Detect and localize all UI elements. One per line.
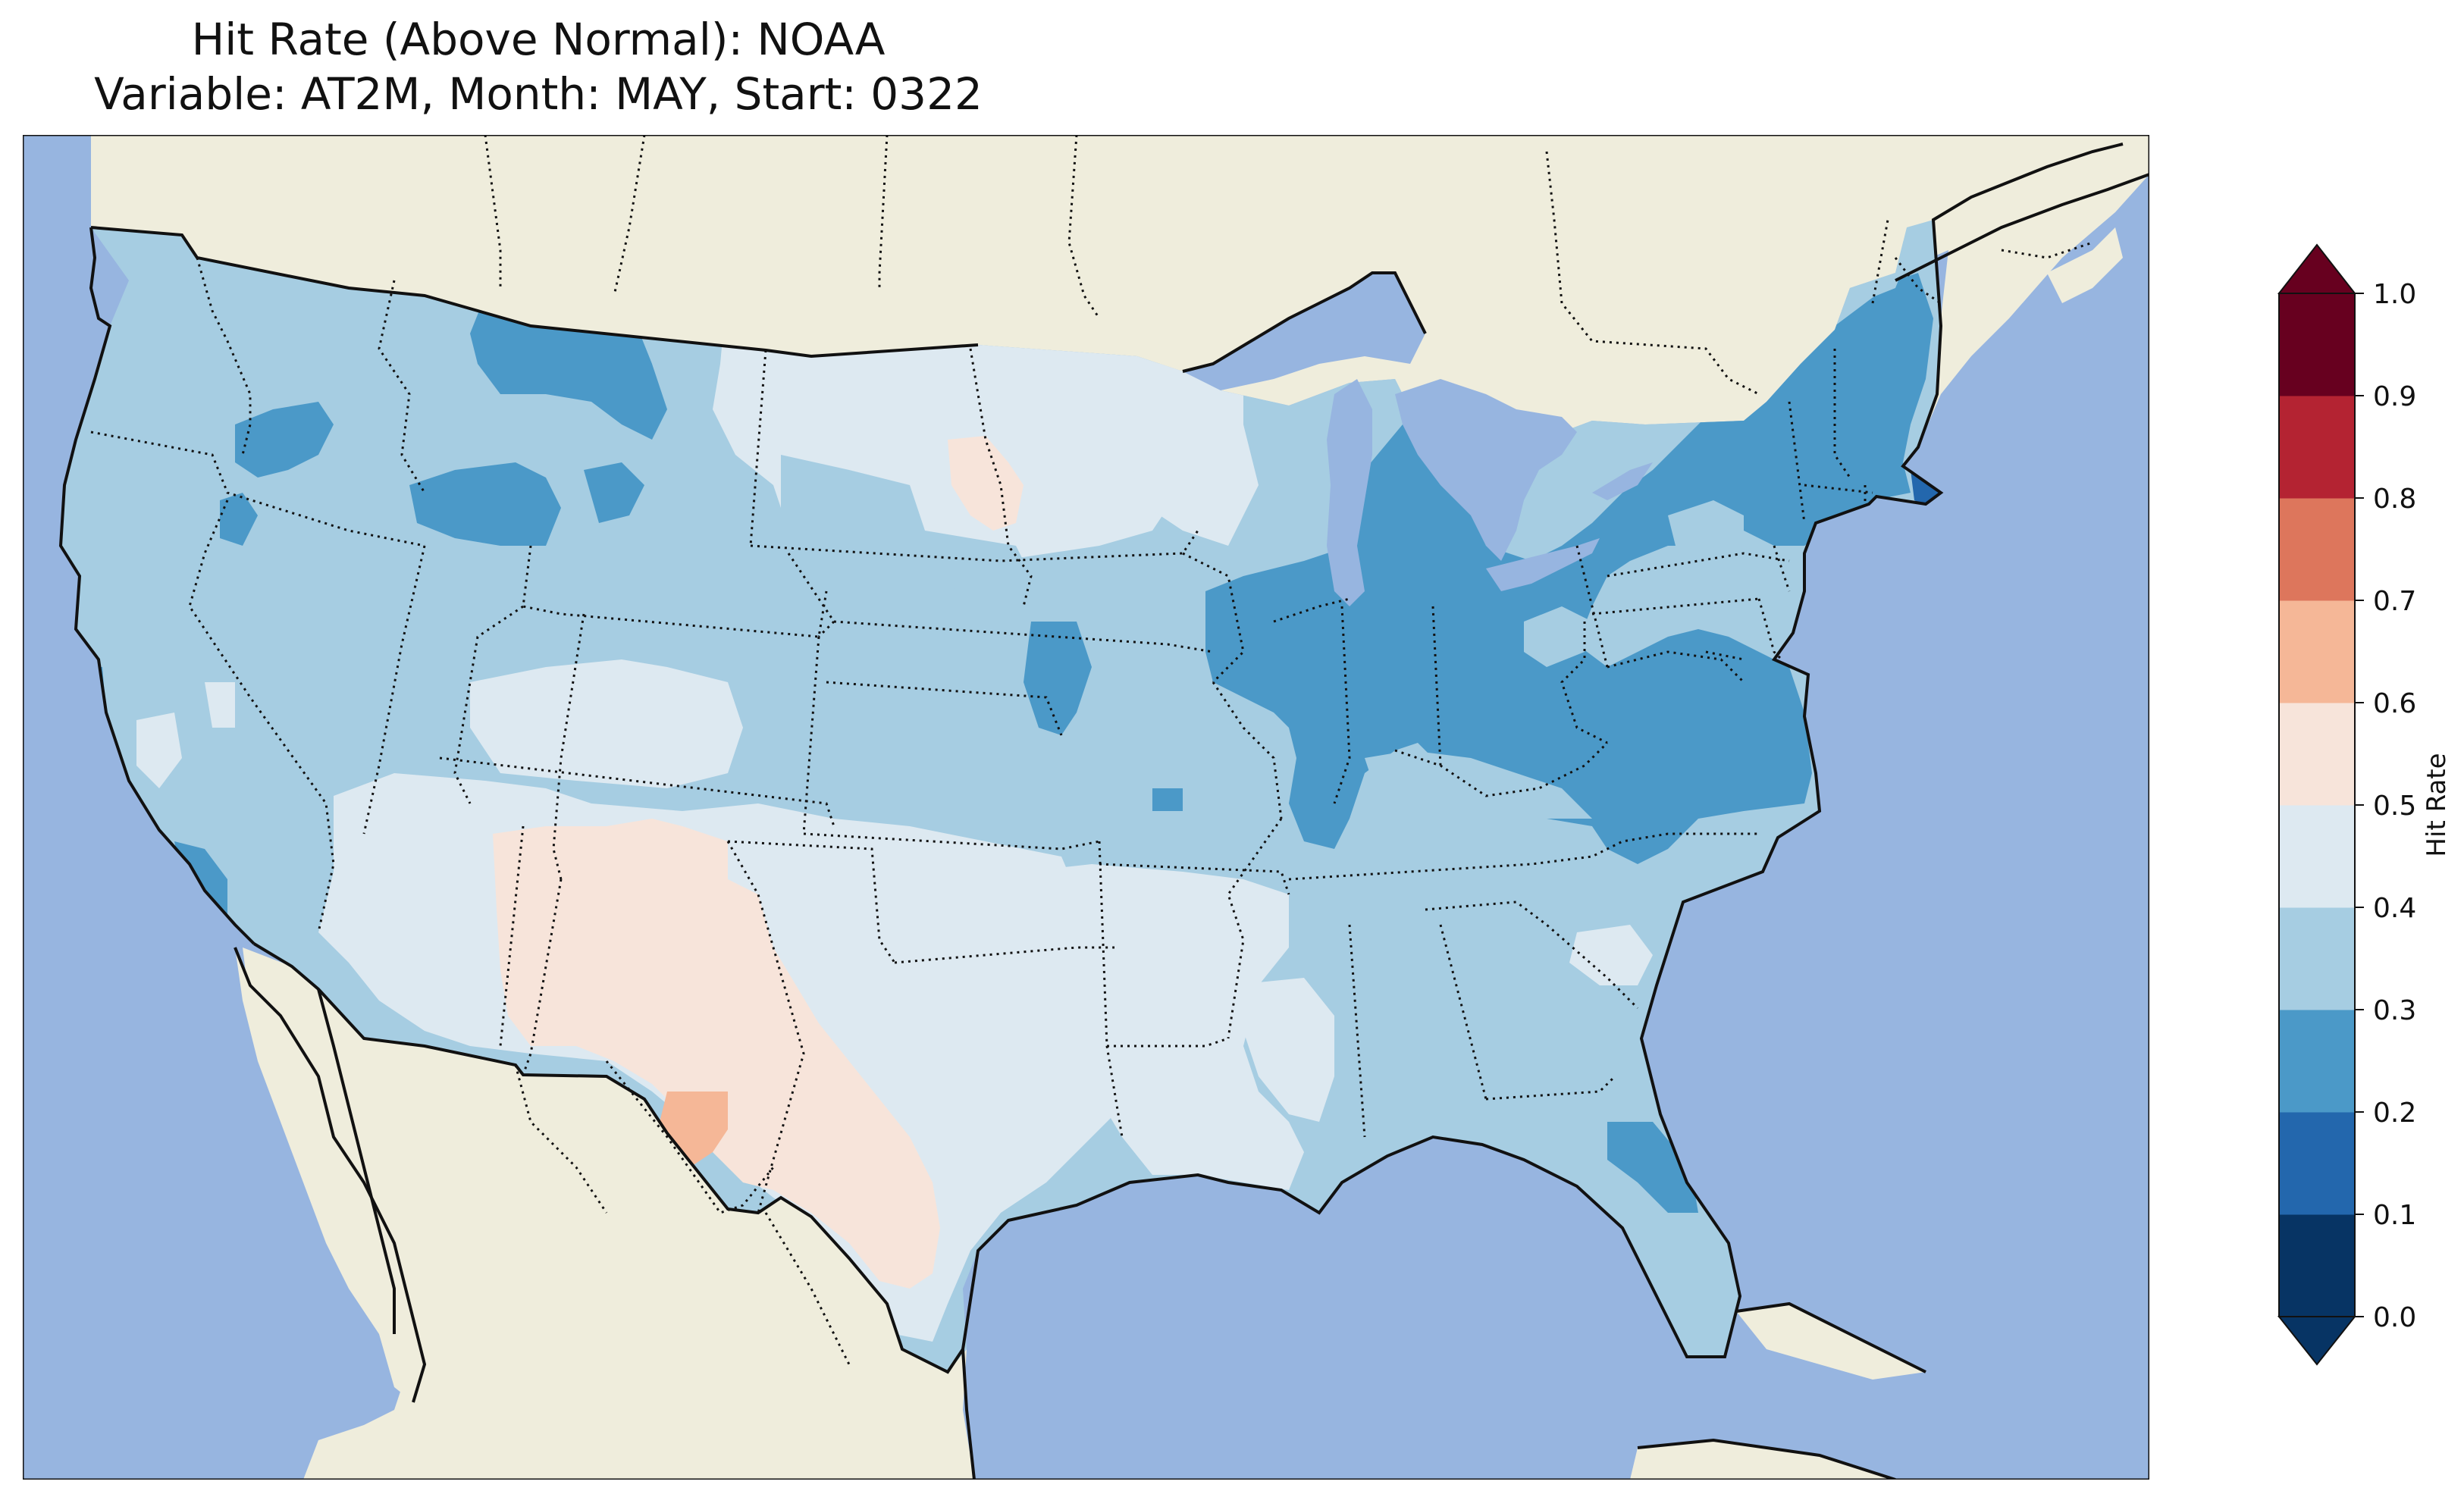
region-mississippi <box>1228 978 1334 1122</box>
region-sd-warm-patch <box>948 436 1024 531</box>
region-oregon-patch <box>235 402 334 478</box>
colorbar-tick-label: 0.2 <box>2373 1098 2416 1129</box>
colorbar-tick-label: 0.6 <box>2373 688 2416 719</box>
colorbar: 0.0 0.1 0.2 0.3 0.4 0.5 0.6 0.7 0.8 0.9 1.0 Hit Ra… <box>2277 243 2452 1366</box>
colorbar-tick-label: 0.4 <box>2373 893 2416 924</box>
region-new-mexico-west-texas <box>493 819 940 1289</box>
region-arkansas-louisiana <box>1024 864 1304 1190</box>
island-land <box>1630 1440 1895 1480</box>
colorbar-tick-label: 0.7 <box>2373 586 2416 617</box>
coastline <box>58 143 2149 1480</box>
region-west-virginia <box>1524 606 1592 667</box>
colorbar-bin <box>2279 396 2355 499</box>
colorbar-bin <box>2279 600 2355 703</box>
map-title: Hit Rate (Above Normal): NOAA <box>191 14 886 65</box>
region-south-dakota <box>781 455 1031 591</box>
region-ohio-valley-northeast <box>1205 273 1933 864</box>
colorbar-bin <box>2279 805 2355 908</box>
great-lakes <box>1183 273 1653 606</box>
colorbar-tick-label: 0.1 <box>2373 1200 2416 1231</box>
colorbar-min-arrow <box>2277 1316 2357 1366</box>
state-borders <box>90 135 2093 1365</box>
mexico-land <box>243 947 974 1480</box>
colorbar-bin <box>2279 703 2355 806</box>
colorbar-tick-label: 0.9 <box>2373 381 2416 412</box>
nova-scotia-land <box>2047 227 2123 303</box>
colorbar-max-arrow <box>2277 243 2357 294</box>
region-florida-patch <box>1607 1122 1698 1213</box>
region-wyoming-patch <box>584 462 644 523</box>
colorbar-bin <box>2279 1112 2355 1215</box>
colorbar-tick-label: 0.0 <box>2373 1302 2416 1333</box>
colorbar-bin <box>2279 293 2355 396</box>
colorbar-tick-label: 0.8 <box>2373 484 2416 515</box>
colorbar-tick-label: 0.5 <box>2373 791 2416 822</box>
region-wisconsin <box>1122 364 1259 546</box>
region-kentucky <box>1365 750 1592 819</box>
island-land <box>1736 1304 1926 1380</box>
region-oregon-small-patch <box>220 493 258 546</box>
region-colorado <box>470 659 743 788</box>
colorbar-tick-label: 1.0 <box>2373 279 2416 310</box>
region-iowa-patch <box>1024 622 1092 735</box>
colorbar-label: Hit Rate <box>2422 753 2452 857</box>
colorbar-bin <box>2279 1214 2355 1317</box>
region-california-light <box>136 713 182 788</box>
colorbar-bin <box>2279 1010 2355 1113</box>
region-missouri-patch <box>1152 788 1183 811</box>
region-pennsylvania-light <box>1668 500 1744 553</box>
region-idaho-patch <box>409 462 561 546</box>
colorbar-bin <box>2279 498 2355 601</box>
baja-land <box>235 947 425 1402</box>
map-subtitle: Variable: AT2M, Month: MAY, Start: 0322 <box>94 68 983 120</box>
region-south-carolina-light <box>1569 925 1653 985</box>
region-nevada-light <box>205 682 235 728</box>
colorbar-tick-label: 0.3 <box>2373 995 2416 1026</box>
colorbar-bin <box>2279 907 2355 1010</box>
